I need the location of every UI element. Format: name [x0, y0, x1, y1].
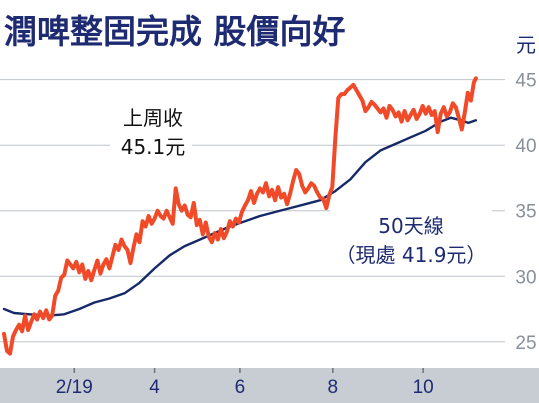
x-tick-label: 4: [149, 377, 160, 398]
price-line: [2, 76, 478, 356]
ma-label: 50天線: [378, 214, 443, 238]
x-axis-ticks: 2/19 4 6 8 10: [56, 368, 434, 398]
y-tick-label: 30: [515, 267, 536, 288]
x-axis-band: [0, 368, 539, 403]
last-close-value: 45.1元: [121, 135, 186, 159]
y-tick-label: 25: [515, 333, 536, 354]
y-axis-unit: 元: [516, 35, 536, 57]
x-tick-label: 10: [413, 377, 434, 398]
x-tick-label: 6: [235, 377, 246, 398]
ma-current-value: （現處 41.9元）: [336, 243, 487, 267]
y-tick-label: 45: [515, 71, 536, 92]
x-tick-label: 2/19: [56, 377, 93, 398]
y-axis-ticks: 25 30 35 40 45: [515, 71, 536, 354]
x-tick-label: 8: [328, 377, 339, 398]
last-close-label: 上周收: [123, 106, 183, 130]
y-tick-label: 35: [515, 202, 536, 223]
ma-callout: 50天線 （現處 41.9元）: [330, 208, 492, 270]
moving-average-line: [2, 116, 478, 317]
last-close-box: [110, 99, 192, 163]
chart-title: 潤啤整固完成 股價向好: [4, 12, 346, 51]
ma-label-box: [330, 208, 492, 270]
last-close-callout: 上周收 45.1元: [110, 99, 192, 163]
y-tick-label: 40: [515, 136, 536, 157]
series-layer: [2, 76, 478, 356]
